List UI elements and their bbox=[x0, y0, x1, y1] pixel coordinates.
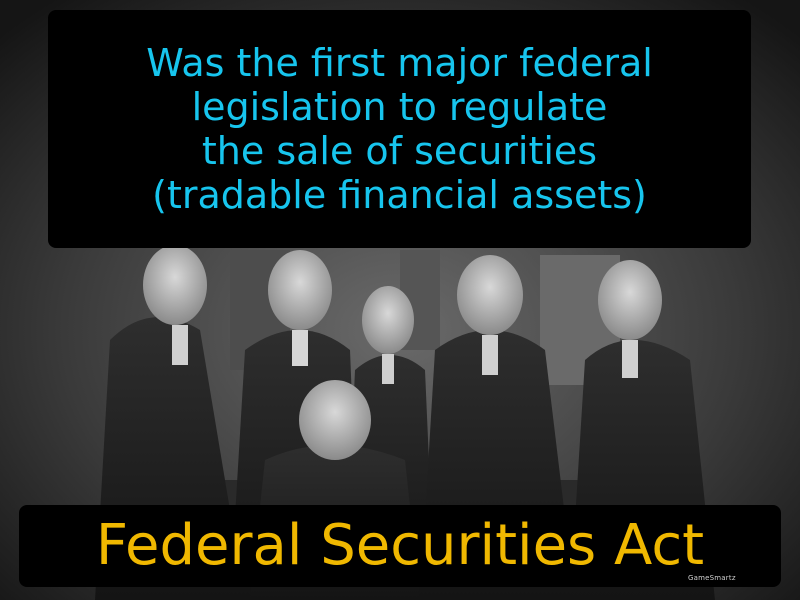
definition-line: Was the first major federal bbox=[146, 41, 653, 85]
term-box: Federal Securities Act bbox=[19, 505, 781, 587]
definition-line: the sale of securities bbox=[201, 129, 598, 173]
term-title: Federal Securities Act bbox=[95, 513, 705, 578]
brand-logo: GameSmartz bbox=[688, 574, 736, 582]
definition-text: Was the first major federal legislation … bbox=[136, 41, 663, 217]
definition-line: (tradable financial assets) bbox=[152, 173, 647, 217]
definition-box: Was the first major federal legislation … bbox=[48, 10, 751, 248]
definition-line: legislation to regulate bbox=[191, 85, 608, 129]
